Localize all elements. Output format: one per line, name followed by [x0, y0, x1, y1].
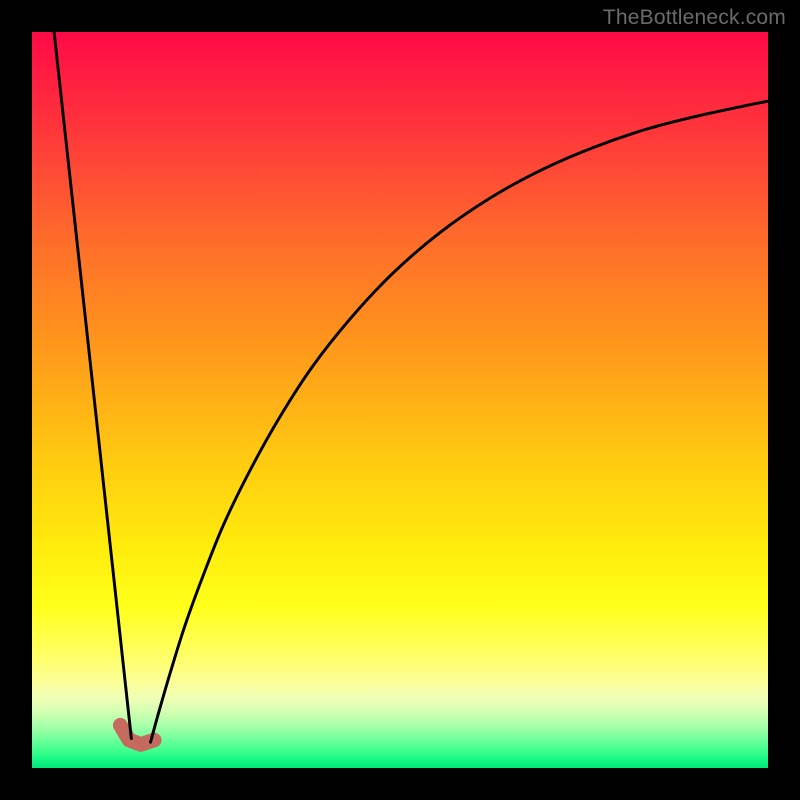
gradient-background	[32, 32, 768, 768]
chart-outer-frame: TheBottleneck.com	[0, 0, 800, 800]
plot-svg	[32, 32, 768, 768]
watermark-text: TheBottleneck.com	[603, 6, 786, 30]
plot-area	[32, 32, 768, 768]
